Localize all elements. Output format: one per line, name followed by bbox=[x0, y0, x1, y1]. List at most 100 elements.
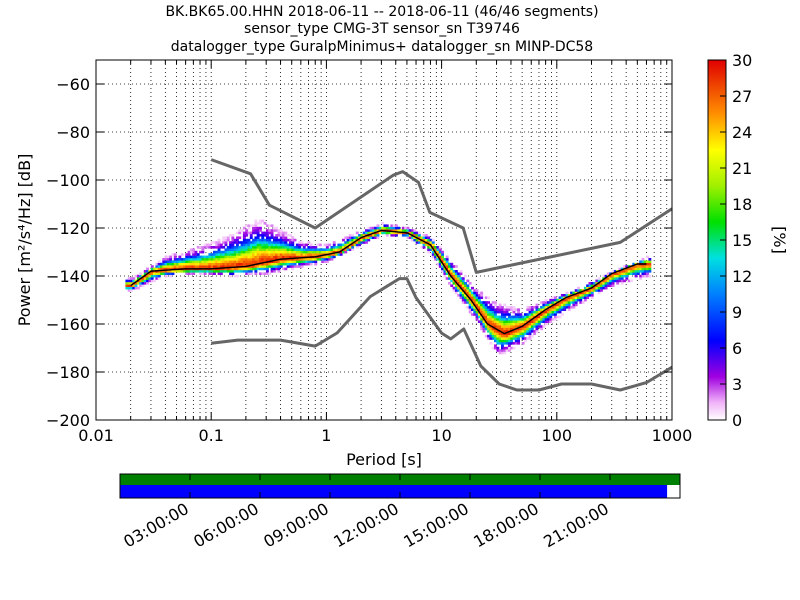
psd-cell bbox=[247, 255, 251, 259]
psd-cell bbox=[252, 224, 255, 227]
psd-cell bbox=[507, 342, 511, 345]
psd-cell bbox=[249, 272, 253, 275]
psd-cell bbox=[501, 313, 504, 316]
psd-cell bbox=[484, 310, 488, 314]
psd-cell bbox=[316, 243, 320, 247]
psd-cell bbox=[249, 241, 253, 244]
colorbar-tick-label: 3 bbox=[732, 375, 742, 394]
psd-cell bbox=[514, 320, 518, 323]
psd-cell bbox=[517, 339, 520, 343]
psd-cell bbox=[542, 310, 546, 314]
psd-cell bbox=[254, 255, 258, 259]
psd-cell bbox=[157, 277, 161, 280]
psd-cell bbox=[295, 260, 299, 263]
psd-cell bbox=[365, 229, 368, 232]
psd-cell bbox=[173, 260, 177, 263]
psd-cell bbox=[459, 291, 463, 295]
psd-cell bbox=[263, 260, 267, 263]
psd-cell bbox=[526, 306, 530, 309]
psd-cell bbox=[153, 272, 156, 275]
psd-cell bbox=[427, 238, 431, 242]
psd-cell bbox=[302, 248, 306, 251]
psd-cell bbox=[579, 289, 583, 292]
psd-cell bbox=[155, 265, 159, 268]
psd-cell bbox=[441, 267, 444, 271]
psd-cell bbox=[554, 298, 557, 302]
psd-cell bbox=[537, 325, 541, 328]
psd-cell bbox=[489, 337, 493, 340]
psd-cell bbox=[176, 260, 179, 263]
psd-cell bbox=[643, 260, 647, 263]
psd-cell bbox=[641, 272, 645, 275]
psd-cell bbox=[404, 234, 408, 237]
psd-cell bbox=[448, 265, 451, 268]
psd-cell bbox=[240, 255, 244, 259]
psd-cell bbox=[595, 284, 599, 287]
psd-cell bbox=[369, 226, 373, 230]
psd-cell bbox=[489, 318, 493, 321]
psd-cell bbox=[166, 272, 170, 275]
psd-cell bbox=[203, 246, 207, 249]
psd-cell bbox=[542, 325, 546, 328]
psd-cell bbox=[318, 258, 322, 261]
psd-cell bbox=[272, 258, 276, 261]
psd-cell bbox=[199, 246, 202, 249]
psd-cell bbox=[480, 320, 484, 323]
psd-cell bbox=[604, 284, 608, 287]
psd-cell bbox=[519, 315, 523, 319]
psd-cell bbox=[160, 270, 163, 273]
psd-cell bbox=[445, 277, 449, 280]
psd-cell bbox=[183, 270, 186, 273]
psd-cell bbox=[282, 238, 285, 242]
psd-cell bbox=[540, 325, 543, 328]
y-tick-label: −140 bbox=[46, 267, 90, 286]
psd-cell bbox=[632, 270, 636, 273]
y-tick-label: −160 bbox=[46, 315, 90, 334]
psd-cell bbox=[505, 310, 509, 314]
psd-cell bbox=[238, 258, 242, 261]
psd-cell bbox=[551, 296, 555, 299]
psd-cell bbox=[254, 248, 258, 251]
psd-cell bbox=[187, 255, 191, 259]
psd-cell bbox=[293, 250, 297, 254]
psd-cell bbox=[420, 241, 424, 244]
psd-cell bbox=[434, 258, 437, 261]
psd-cell bbox=[597, 289, 601, 292]
psd-cell bbox=[247, 248, 251, 251]
psd-cell bbox=[224, 243, 228, 247]
psd-cell bbox=[367, 229, 371, 232]
psd-cell bbox=[259, 258, 262, 261]
psd-cell bbox=[438, 246, 442, 249]
psd-cell bbox=[501, 310, 504, 314]
psd-cell bbox=[277, 246, 281, 249]
psd-cell bbox=[494, 301, 497, 304]
psd-cell bbox=[600, 282, 603, 285]
psd-cell bbox=[549, 298, 553, 302]
psd-cell bbox=[254, 231, 258, 235]
psd-cell bbox=[245, 238, 249, 242]
psd-cell bbox=[295, 248, 299, 251]
psd-cell bbox=[450, 279, 454, 283]
psd-cell bbox=[185, 265, 189, 268]
psd-cell bbox=[563, 301, 567, 304]
psd-cell bbox=[454, 277, 458, 280]
psd-cell bbox=[298, 260, 302, 263]
psd-cell bbox=[565, 294, 569, 297]
psd-cell bbox=[595, 282, 599, 285]
psd-cell bbox=[215, 270, 219, 273]
psd-cell bbox=[222, 260, 226, 263]
psd-cell bbox=[298, 246, 302, 249]
psd-cell bbox=[259, 229, 262, 232]
psd-cell bbox=[256, 226, 260, 230]
psd-cell bbox=[602, 274, 606, 278]
psd-cell bbox=[206, 243, 209, 247]
psd-cell bbox=[517, 322, 520, 326]
psd-cell bbox=[588, 294, 592, 297]
psd-cell bbox=[252, 255, 255, 259]
psd-cell bbox=[213, 253, 216, 256]
psd-cell bbox=[355, 231, 359, 235]
psd-cell bbox=[279, 236, 283, 239]
psd-cell bbox=[505, 334, 509, 338]
psd-cell bbox=[390, 229, 394, 232]
psd-cell bbox=[397, 226, 401, 230]
